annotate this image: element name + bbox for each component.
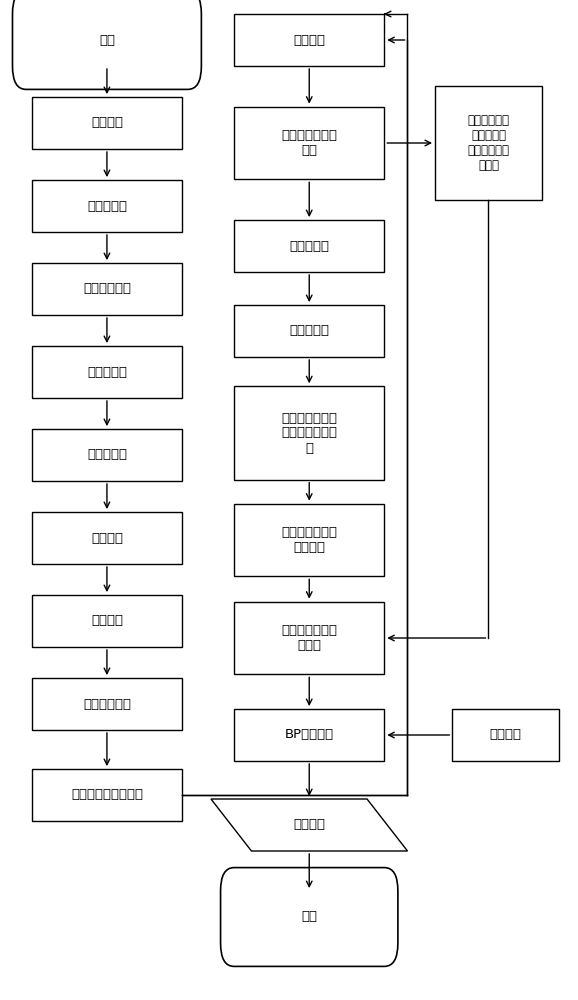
- FancyBboxPatch shape: [32, 263, 182, 315]
- Text: 计算平均灰度
值、像素方
差、平滑度和
一致性: 计算平均灰度 值、像素方 差、平滑度和 一致性: [468, 114, 509, 172]
- Text: 根据特征值初次筛选: 根据特征值初次筛选: [71, 788, 143, 802]
- Text: 图像二值化: 图像二值化: [289, 239, 329, 252]
- Text: 训练样本: 训练样本: [490, 728, 522, 742]
- Text: 结束: 结束: [301, 910, 317, 924]
- FancyBboxPatch shape: [234, 220, 384, 272]
- Text: 连通区域标记: 连通区域标记: [83, 698, 131, 710]
- Text: 图像二值化: 图像二值化: [87, 365, 127, 378]
- Text: 利用特征找到上
皮细胞: 利用特征找到上 皮细胞: [281, 624, 337, 652]
- FancyBboxPatch shape: [435, 86, 542, 200]
- Text: 检测边缘，分割
目标: 检测边缘，分割 目标: [281, 129, 337, 157]
- FancyBboxPatch shape: [234, 504, 384, 576]
- Text: 去除图像背景: 去除图像背景: [83, 282, 131, 296]
- FancyBboxPatch shape: [234, 386, 384, 480]
- FancyBboxPatch shape: [234, 14, 384, 66]
- Polygon shape: [211, 799, 407, 851]
- Text: 裁剪图像: 裁剪图像: [293, 33, 325, 46]
- FancyBboxPatch shape: [234, 305, 384, 357]
- FancyBboxPatch shape: [32, 595, 182, 647]
- FancyBboxPatch shape: [32, 429, 182, 481]
- Text: 图像灰度化: 图像灰度化: [87, 200, 127, 213]
- Text: 输出结果: 输出结果: [293, 818, 325, 832]
- FancyBboxPatch shape: [234, 107, 384, 179]
- FancyBboxPatch shape: [234, 602, 384, 674]
- Text: 图像填充: 图像填充: [91, 532, 123, 544]
- Text: 图像腐蚀: 图像腐蚀: [91, 614, 123, 628]
- Text: 图像闭运算: 图像闭运算: [289, 324, 329, 338]
- Text: 计算面积、周长
和离心率: 计算面积、周长 和离心率: [281, 526, 337, 554]
- Text: 开始: 开始: [99, 33, 115, 46]
- FancyBboxPatch shape: [13, 0, 201, 89]
- FancyBboxPatch shape: [221, 868, 398, 966]
- Text: 形态学操作: 形态学操作: [87, 448, 127, 462]
- FancyBboxPatch shape: [234, 709, 384, 761]
- Text: BP神经网络: BP神经网络: [285, 728, 334, 742]
- FancyBboxPatch shape: [32, 97, 182, 149]
- FancyBboxPatch shape: [32, 512, 182, 564]
- FancyBboxPatch shape: [32, 180, 182, 232]
- FancyBboxPatch shape: [32, 678, 182, 730]
- FancyBboxPatch shape: [452, 709, 560, 761]
- FancyBboxPatch shape: [32, 346, 182, 398]
- FancyBboxPatch shape: [32, 769, 182, 821]
- Text: 连通区域标记，
找到最大连通区
域: 连通区域标记， 找到最大连通区 域: [281, 412, 337, 454]
- Text: 拍摄图像: 拍摄图像: [91, 116, 123, 129]
